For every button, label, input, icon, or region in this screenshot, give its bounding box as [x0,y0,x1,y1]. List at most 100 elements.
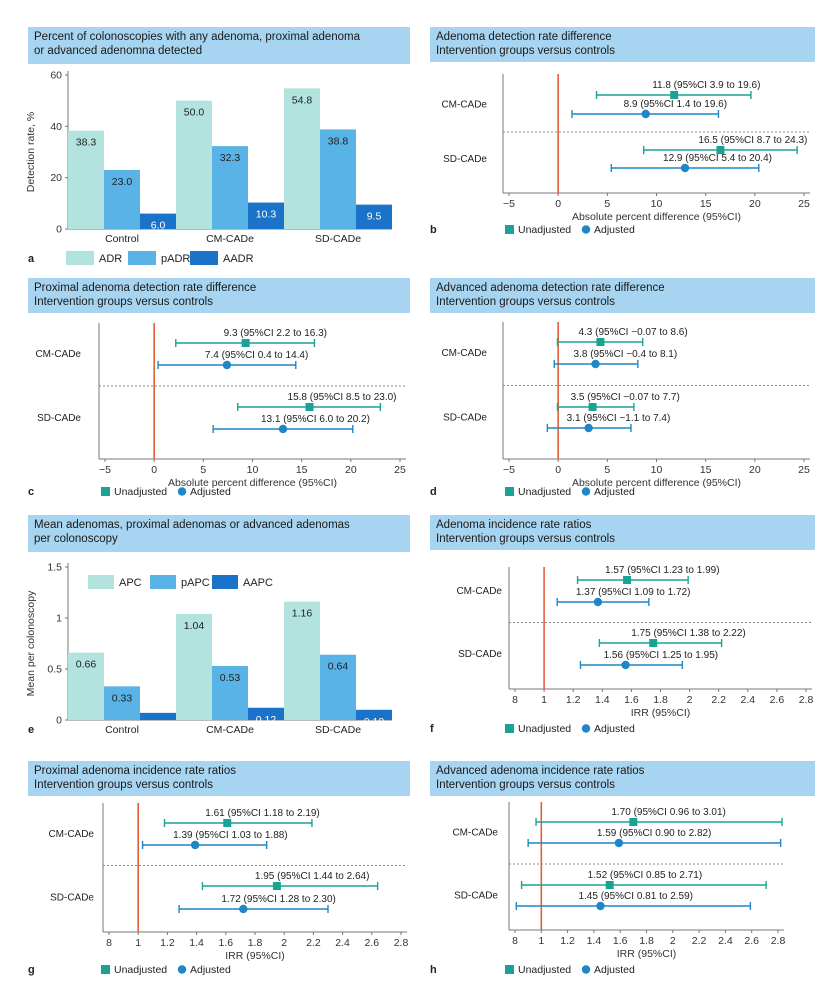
bar-value-label: 1.04 [184,620,205,632]
x-tick-label: −5 [503,198,515,210]
panel-h-header-bg [430,761,815,796]
y-tick-label: 40 [50,121,62,133]
panel-d: −5 0 5 10 15 20 25 Absolute percent difference … [430,322,810,498]
x-tick-label: 1.6 [218,937,233,949]
bar-AADR-CM-CADe [248,202,284,229]
x-tick-label: 1 [541,694,547,706]
bar-value-label: 38.3 [76,137,97,149]
bar-APC-SD-CADe [284,601,320,720]
legend-label-AADR: AADR [223,253,254,265]
point-estimate-unadjusted [629,818,638,826]
x-tick-label: 1 [538,935,544,947]
point-estimate-unadjusted [272,882,281,890]
point-estimate-adjusted [593,597,603,607]
x-tick-label: 15 [700,198,712,210]
bar-value-label: 1.16 [292,608,313,620]
y-tick-label: 0 [56,715,62,727]
legend-swatch-ADR [66,251,94,265]
point-estimate-unadjusted [596,338,605,346]
x-tick-label: 1.6 [624,694,639,706]
panel-f-title-line: Adenoma incidence rate ratios [436,519,592,531]
y-tick-label: 0.5 [47,664,62,676]
panel-b-title-line: Intervention groups versus controls [436,45,615,57]
bar-value-label: 50.0 [184,107,205,119]
x-tick-label: 2 [281,937,287,949]
group-label-SD-CADe: SD-CADe [50,893,94,904]
estimate-label: 1.95 (95%CI 1.44 to 2.64) [255,871,370,882]
legend-adjusted-icon [581,487,591,496]
legend-unadjusted-label: Unadjusted [518,964,571,976]
point-estimate-adjusted [614,838,624,848]
x-tick-label: 1.8 [653,694,668,706]
group-label-SD-CADe: SD-CADe [37,413,81,424]
x-axis-label: Absolute percent difference (95%CI) [572,211,741,223]
x-tick-label: 2.2 [692,935,707,947]
x-axis-label: IRR (95%CI) [631,707,691,719]
panel-c-title-line: Intervention groups versus controls [34,296,213,308]
y-axis-label: Mean per colonoscopy [25,590,37,696]
bar-value-label: 0.66 [76,659,97,671]
estimate-label: 1.75 (95%CI 1.38 to 2.22) [631,628,746,639]
legend-label-AAPC: AAPC [243,577,273,589]
bar-pADR-SD-CADe [320,129,356,229]
bar-value-label: 0.64 [328,661,349,673]
legend-label-pADR: pADR [161,253,190,265]
legend-label-APC: APC [119,577,142,589]
panel-g-title-line: Proximal adenoma incidence rate ratios [34,765,236,777]
x-tick-label: 10 [247,464,259,476]
panel-letter: c [28,486,34,498]
estimate-label: 11.8 (95%CI 3.9 to 19.6) [652,80,760,91]
bar-AAPC-SD-CADe [356,709,392,720]
x-tick-label: 0 [555,198,561,210]
legend-unadjusted-icon [101,965,110,974]
bar-value-label: 6.0 [151,220,166,232]
legend-swatch-AADR [190,251,218,265]
panel-f-header: Adenoma incidence rate ratios Interventio… [430,515,815,550]
legend-adjusted-icon [581,724,591,733]
panel-d-title-line: Intervention groups versus controls [436,296,615,308]
estimate-label: 1.61 (95%CI 1.18 to 2.19) [205,808,320,819]
panel-letter: f [430,723,434,735]
x-category-label: CM-CADe [206,233,254,245]
x-tick-label: 0 [151,464,157,476]
estimate-label: 13.1 (95%CI 6.0 to 20.2) [261,414,370,425]
x-tick-label: 1.8 [639,935,654,947]
x-tick-label: 2.6 [744,935,759,947]
point-estimate-adjusted [680,163,690,173]
estimate-label: 9.3 (95%CI 2.2 to 16.3) [224,328,327,339]
legend-label-ADR: ADR [99,253,122,265]
panel-h-title-line: Advanced adenoma incidence rate ratios [436,765,645,777]
point-estimate-adjusted [222,360,232,370]
legend-adjusted-label: Adjusted [594,486,635,498]
x-tick-label: 1.8 [248,937,263,949]
y-tick-label: 0 [56,224,62,236]
x-tick-label: 2.6 [770,694,785,706]
x-tick-label: −5 [503,464,515,476]
bar-value-label: 32.3 [220,152,241,164]
legend-adjusted-label: Adjusted [594,964,635,976]
panel-h-header: Advanced adenoma incidence rate ratios In… [430,761,815,796]
point-estimate-adjusted [596,901,605,911]
group-label-CM-CADe: CM-CADe [441,348,487,359]
estimate-label: 15.8 (95%CI 8.5 to 23.0) [288,392,397,403]
group-label-CM-CADe: CM-CADe [456,586,502,597]
legend-adjusted-icon [581,965,591,974]
panel-a-title-line: Percent of colonoscopies with any adenom… [34,31,361,43]
x-tick-label: 2.4 [335,937,350,949]
x-category-label: CM-CADe [206,724,254,736]
bar-value-label: 0.07 [148,719,169,731]
x-tick-label: 10 [651,464,663,476]
x-tick-label: 2.8 [799,694,814,706]
panel-a: 0 20 40 60 Detection rate, % 38.3 23.0 6.0 Contr… [25,70,392,265]
point-estimate-adjusted [641,109,650,119]
estimate-label: 1.59 (95%CI 0.90 to 2.82) [597,828,712,839]
panel-b-title-line: Adenoma detection rate difference [436,31,612,43]
panel-letter: h [430,964,437,976]
legend-label-pAPC: pAPC [181,577,210,589]
legend-adjusted-label: Adjusted [594,224,635,236]
estimate-label: 1.72 (95%CI 1.28 to 2.30) [221,894,336,905]
bar-AAPC-Control [140,712,176,720]
x-tick-label: 2.2 [306,937,321,949]
legend-unadjusted-label: Unadjusted [518,224,571,236]
